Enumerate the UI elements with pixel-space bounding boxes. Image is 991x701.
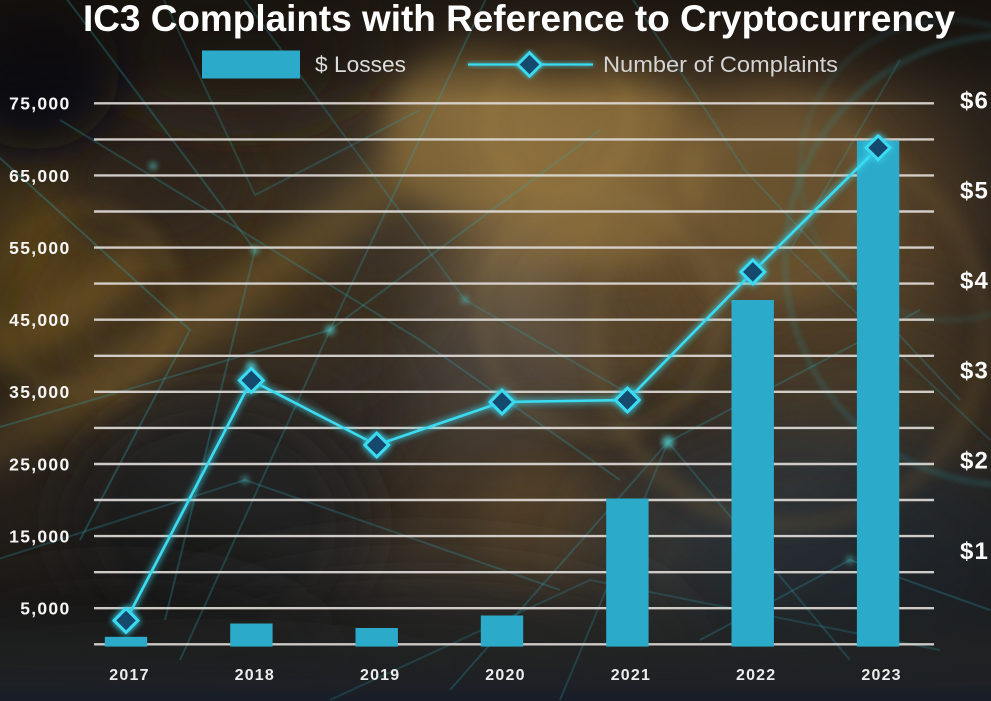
svg-text:2020: 2020: [485, 667, 525, 684]
svg-text:2017: 2017: [109, 667, 149, 684]
svg-text:75,000: 75,000: [9, 94, 70, 114]
svg-text:$3: $3: [960, 358, 989, 385]
svg-text:65,000: 65,000: [9, 166, 70, 186]
svg-text:$2: $2: [960, 448, 989, 475]
svg-text:5,000: 5,000: [20, 599, 70, 619]
svg-text:2018: 2018: [235, 667, 275, 684]
svg-text:2019: 2019: [360, 667, 400, 684]
svg-text:2021: 2021: [611, 667, 651, 684]
svg-text:2022: 2022: [736, 667, 776, 684]
svg-text:Number of Complaints: Number of Complaints: [603, 52, 838, 77]
svg-text:$4: $4: [960, 268, 989, 295]
svg-text:45,000: 45,000: [9, 310, 70, 330]
svg-text:IC3 Complaints with Reference: IC3 Complaints with Reference to Cryptoc…: [83, 0, 955, 39]
svg-text:25,000: 25,000: [9, 454, 70, 474]
svg-text:$6: $6: [960, 87, 989, 114]
svg-text:2023: 2023: [861, 667, 901, 684]
svg-text:55,000: 55,000: [9, 238, 70, 258]
svg-text:$1: $1: [960, 538, 989, 565]
svg-text:35,000: 35,000: [9, 382, 70, 402]
svg-text:15,000: 15,000: [9, 527, 70, 547]
svg-text:$5: $5: [960, 177, 989, 204]
svg-text:$ Losses: $ Losses: [315, 52, 406, 77]
